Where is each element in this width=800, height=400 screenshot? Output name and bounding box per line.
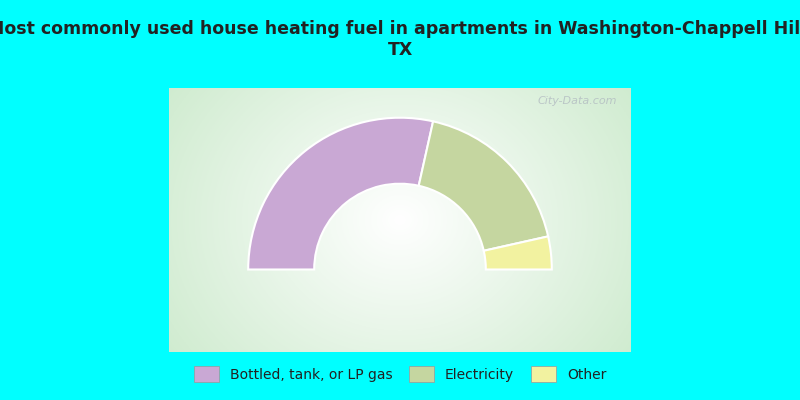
Wedge shape [418,121,548,251]
Text: Most commonly used house heating fuel in apartments in Washington-Chappell Hill,: Most commonly used house heating fuel in… [0,20,800,59]
Text: City-Data.com: City-Data.com [538,96,617,106]
Wedge shape [248,118,433,270]
Legend: Bottled, tank, or LP gas, Electricity, Other: Bottled, tank, or LP gas, Electricity, O… [194,366,606,382]
Wedge shape [484,236,552,270]
